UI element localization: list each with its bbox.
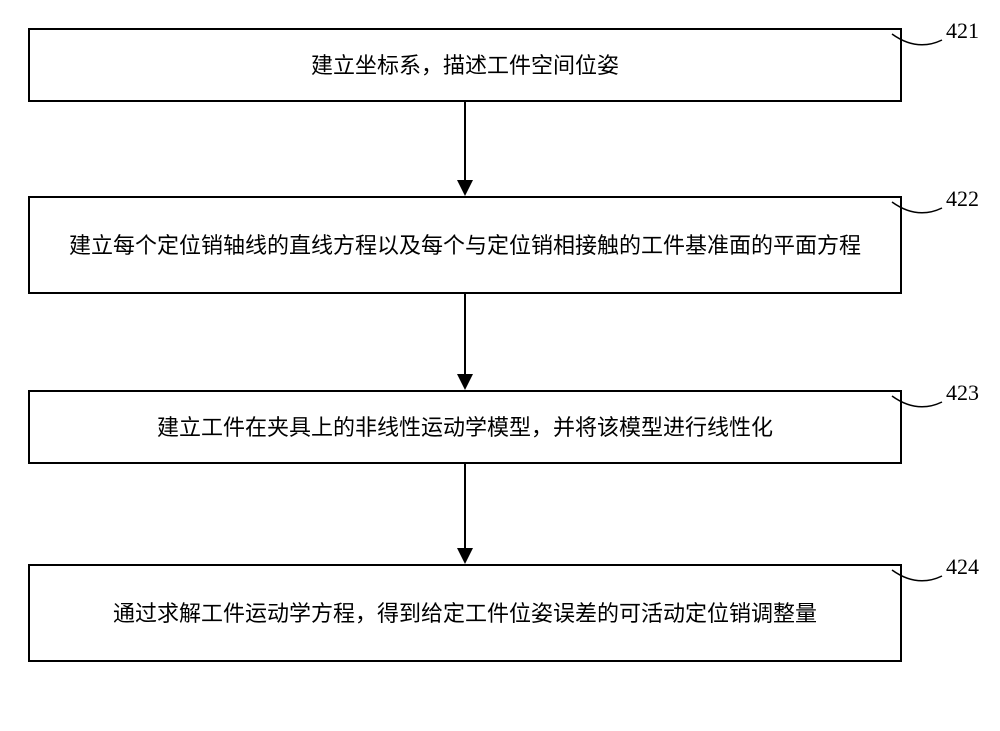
flow-node-text: 通过求解工件运动学方程，得到给定工件位姿误差的可活动定位销调整量 (113, 597, 817, 630)
callout-curve (888, 198, 946, 232)
flow-node-label: 421 (946, 18, 979, 44)
callout-curve (888, 392, 946, 426)
flow-node-label: 424 (946, 554, 979, 580)
flowchart-diagram: 建立坐标系，描述工件空间位姿 421 建立每个定位销轴线的直线方程以及每个与定位销相… (0, 0, 1000, 731)
flow-arrow (453, 102, 477, 196)
callout-curve (888, 30, 946, 64)
flow-arrow (453, 464, 477, 564)
flow-node-text: 建立每个定位销轴线的直线方程以及每个与定位销相接触的工件基准面的平面方程 (69, 229, 861, 262)
flow-node: 建立工件在夹具上的非线性运动学模型，并将该模型进行线性化 (28, 390, 902, 464)
flow-node: 通过求解工件运动学方程，得到给定工件位姿误差的可活动定位销调整量 (28, 564, 902, 662)
flow-node: 建立每个定位销轴线的直线方程以及每个与定位销相接触的工件基准面的平面方程 (28, 196, 902, 294)
flow-node-text: 建立坐标系，描述工件空间位姿 (311, 49, 619, 82)
flow-node-text: 建立工件在夹具上的非线性运动学模型，并将该模型进行线性化 (157, 411, 773, 444)
flow-arrow (453, 294, 477, 390)
flow-node-label: 422 (946, 186, 979, 212)
callout-curve (888, 566, 946, 600)
flow-node-label: 423 (946, 380, 979, 406)
flow-node: 建立坐标系，描述工件空间位姿 (28, 28, 902, 102)
